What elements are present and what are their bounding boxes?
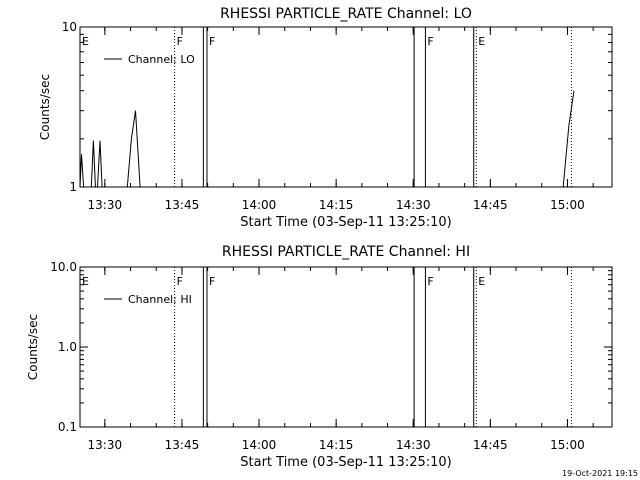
flag-label: F bbox=[177, 275, 183, 288]
x-tick-label: 14:45 bbox=[473, 438, 508, 452]
legend-label: Channel: HI bbox=[128, 293, 192, 306]
y-tick-label: 0.1 bbox=[58, 420, 77, 434]
x-tick-label: 15:00 bbox=[550, 198, 585, 212]
flag-label: F bbox=[209, 275, 215, 288]
x-tick-label: 14:00 bbox=[242, 198, 277, 212]
series-line bbox=[79, 90, 575, 188]
flag-label: F bbox=[427, 275, 433, 288]
flag-label: E bbox=[478, 35, 485, 48]
x-tick-label: 15:00 bbox=[550, 438, 585, 452]
panel-hi: RHESSI PARTICLE_RATE Channel: HI Counts/… bbox=[26, 244, 613, 470]
legend-label: Channel: LO bbox=[128, 53, 195, 66]
y-tick-label: 1 bbox=[69, 180, 77, 194]
y-tick-label: 10.0 bbox=[50, 260, 77, 274]
x-tick-label: 14:00 bbox=[242, 438, 277, 452]
x-tick-label: 14:45 bbox=[473, 198, 508, 212]
plot-frame bbox=[79, 266, 613, 428]
x-axis-label: Start Time (03-Sep-11 13:25:10) bbox=[240, 215, 451, 230]
x-tick-label: 13:30 bbox=[88, 198, 123, 212]
footer-timestamp: 19-Oct-2021 19:15 bbox=[562, 469, 638, 478]
flag-label: E bbox=[82, 275, 89, 288]
chart-title: RHESSI PARTICLE_RATE Channel: LO bbox=[220, 6, 472, 22]
x-axis-label: Start Time (03-Sep-11 13:25:10) bbox=[240, 455, 451, 470]
x-tick-label: 14:30 bbox=[396, 198, 431, 212]
y-tick-label: 10 bbox=[62, 20, 77, 34]
flag-label: E bbox=[478, 275, 485, 288]
y-axis-label: Counts/sec bbox=[38, 74, 52, 140]
x-tick-label: 13:45 bbox=[165, 438, 200, 452]
x-tick-label: 14:15 bbox=[319, 438, 354, 452]
y-tick-label: 1.0 bbox=[58, 340, 77, 354]
x-tick-label: 14:30 bbox=[396, 438, 431, 452]
y-axis-label: Counts/sec bbox=[26, 314, 40, 380]
panel-lo: RHESSI PARTICLE_RATE Channel: LO Counts/… bbox=[38, 6, 613, 230]
flag-label: F bbox=[177, 35, 183, 48]
flag-label: E bbox=[82, 35, 89, 48]
flag-label: F bbox=[427, 35, 433, 48]
flag-label: F bbox=[209, 35, 215, 48]
chart-title: RHESSI PARTICLE_RATE Channel: HI bbox=[222, 244, 470, 260]
x-tick-label: 13:30 bbox=[88, 438, 123, 452]
plot-frame bbox=[79, 26, 613, 188]
x-tick-label: 13:45 bbox=[165, 198, 200, 212]
x-tick-label: 14:15 bbox=[319, 198, 354, 212]
